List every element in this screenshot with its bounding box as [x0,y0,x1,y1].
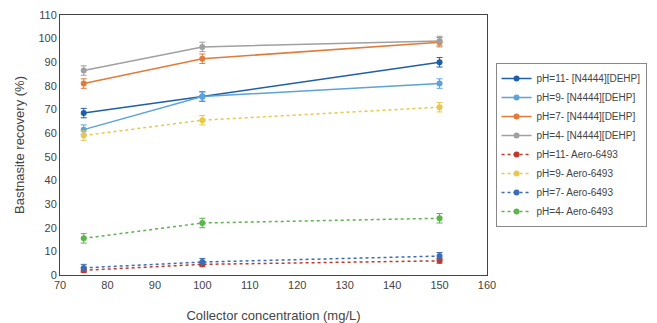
svg-text:160: 160 [478,279,496,291]
svg-text:80: 80 [101,279,113,291]
svg-text:20: 20 [45,222,57,234]
svg-text:pH=7- [N4444][DEHP]: pH=7- [N4444][DEHP] [537,111,636,122]
svg-text:90: 90 [45,56,57,68]
svg-text:40: 40 [45,174,57,186]
svg-text:pH=7- Aero-6493: pH=7- Aero-6493 [537,187,614,198]
svg-text:Bastnasite recovery (%): Bastnasite recovery (%) [12,76,27,214]
svg-text:Collector concentration (mg/L): Collector concentration (mg/L) [186,308,360,323]
svg-text:30: 30 [45,198,57,210]
svg-text:100: 100 [38,32,56,44]
svg-text:130: 130 [335,279,353,291]
svg-text:10: 10 [45,245,57,257]
svg-text:pH=4- Aero-6493: pH=4- Aero-6493 [537,206,614,217]
svg-text:pH=11- [N4444][DEHP]: pH=11- [N4444][DEHP] [537,73,641,84]
svg-text:90: 90 [149,279,161,291]
svg-text:pH=4- [N4444][DEHP]: pH=4- [N4444][DEHP] [537,130,636,141]
svg-text:60: 60 [45,127,57,139]
svg-text:pH=11- Aero-6493: pH=11- Aero-6493 [537,149,619,160]
svg-text:0: 0 [51,269,57,281]
svg-text:50: 50 [45,151,57,163]
svg-text:pH=9- [N4444][DEHP]: pH=9- [N4444][DEHP] [537,92,636,103]
svg-text:140: 140 [383,279,401,291]
svg-text:150: 150 [430,279,448,291]
svg-text:120: 120 [288,279,306,291]
svg-text:80: 80 [45,80,57,92]
svg-text:110: 110 [241,279,259,291]
svg-text:100: 100 [193,279,211,291]
svg-text:110: 110 [39,9,57,21]
svg-text:pH=9- Aero-6493: pH=9- Aero-6493 [537,168,614,179]
svg-text:70: 70 [45,103,57,115]
svg-text:70: 70 [54,279,66,291]
